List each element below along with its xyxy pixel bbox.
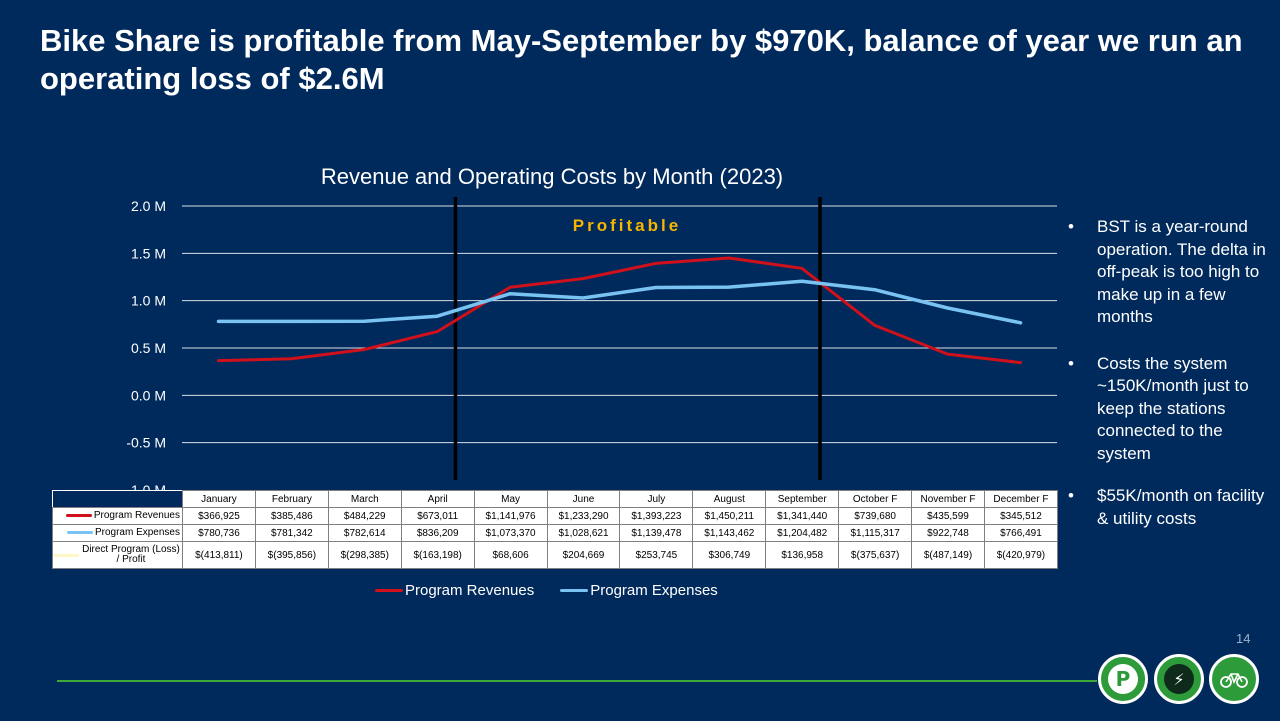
bullet-item: BST is a year-round operation. The delta… — [1068, 216, 1273, 329]
row-key — [53, 553, 79, 557]
table-cell: $1,204,482 — [765, 524, 840, 542]
row-key — [65, 513, 92, 517]
category-header: April — [400, 490, 475, 508]
legend-item-expenses: Program Expenses — [560, 582, 718, 599]
table-corner — [52, 490, 183, 508]
legend-key-revenues — [375, 588, 403, 592]
table-cell: $253,745 — [619, 541, 694, 569]
legend-key-expenses — [560, 588, 589, 592]
table-cell: $1,450,211 — [692, 507, 767, 525]
table-cell: $(298,385) — [327, 541, 402, 569]
table-cell: $385,486 — [254, 507, 329, 525]
category-header: October F — [838, 490, 913, 508]
bicycle-glyph — [1220, 673, 1248, 688]
legend-label: Program Expenses — [590, 581, 718, 599]
slide-title: Bike Share is profitable from May-Septem… — [40, 23, 1243, 96]
table-cell: $306,749 — [692, 541, 767, 569]
table-cell: $(395,856) — [254, 541, 329, 569]
table-cell: $(163,198) — [400, 541, 475, 569]
category-header: February — [254, 490, 329, 508]
table-cell: $345,512 — [983, 507, 1058, 525]
table-cell: $68,606 — [473, 541, 548, 569]
table-cell: $739,680 — [838, 507, 913, 525]
table-cell: $484,229 — [327, 507, 402, 525]
chart-legend: Program Revenues Program Expenses — [375, 580, 744, 600]
table-cell: $1,143,462 — [692, 524, 767, 542]
table-cell: $435,599 — [911, 507, 985, 525]
series-line-expenses — [216, 279, 1023, 325]
row-label: Program Revenues — [52, 507, 183, 525]
bullet-item: Costs the system ~150K/month just to kee… — [1068, 353, 1273, 466]
row-key — [66, 530, 93, 534]
y-tick-label: 1.5 M — [131, 245, 166, 261]
table-row: Direct Program (Loss) / Profit $(413,811)… — [52, 541, 1058, 569]
table-cell: $136,958 — [765, 541, 840, 569]
category-header: May — [473, 490, 548, 508]
y-tick-label: 0.5 M — [131, 340, 166, 356]
data-table: January February March April May June July Augu… — [52, 490, 1058, 569]
table-cell: $1,393,223 — [619, 507, 694, 525]
table-cell: $782,614 — [327, 524, 402, 542]
y-tick-label: -0.5 M — [126, 435, 166, 451]
bullet-item: $55K/month on facility & utility costs — [1068, 485, 1273, 530]
y-tick-label: 0.0 M — [131, 387, 166, 403]
table-cell: $1,341,440 — [765, 507, 840, 525]
category-header: December F — [983, 490, 1058, 508]
table-cell: $1,233,290 — [546, 507, 621, 525]
y-axis-tick-labels: 2.0 M1.5 M1.0 M0.5 M0.0 M-0.5 M-1.0 M — [126, 198, 166, 498]
parking-p-glyph: P — [1108, 664, 1138, 694]
category-header: March — [327, 490, 402, 508]
y-tick-label: 1.0 M — [131, 293, 166, 309]
table-cell: $1,141,976 — [473, 507, 548, 525]
y-tick-label: 2.0 M — [131, 198, 166, 214]
profitable-annotation: Profitable — [573, 216, 681, 235]
category-header: June — [546, 490, 621, 508]
row-label-text: Program Expenses — [94, 527, 180, 538]
table-cell: $780,736 — [182, 524, 256, 542]
table-row: Program Expenses $780,736 $781,342 $782,614… — [52, 524, 1058, 542]
table-cell: $1,139,478 — [619, 524, 694, 542]
insight-bullets: BST is a year-round operation. The delta… — [1068, 216, 1273, 530]
table-cell: $922,748 — [911, 524, 985, 542]
category-header: September — [765, 490, 840, 508]
table-cell: $(413,811) — [182, 541, 256, 569]
table-cell: $836,209 — [400, 524, 475, 542]
table-cell: $673,011 — [400, 507, 475, 525]
row-label-text: Direct Program (Loss) / Profit — [82, 544, 180, 565]
table-cell: $781,342 — [254, 524, 329, 542]
chart-title: Revenue and Operating Costs by Month (20… — [321, 164, 783, 189]
category-header: November F — [911, 490, 985, 508]
charging-station-icon: ⚡ — [1154, 654, 1204, 704]
series-line-revenues — [217, 256, 1022, 365]
legend-label: Program Revenues — [405, 581, 535, 599]
category-header: August — [692, 490, 767, 508]
legend-item-revenues: Program Revenues — [375, 582, 534, 599]
municipal-parking-icon: P — [1098, 654, 1148, 704]
table-row: Program Revenues $366,925 $385,486 $484,229… — [52, 507, 1058, 525]
table-cell: $1,073,370 — [473, 524, 548, 542]
page-number: 14 — [1236, 631, 1251, 646]
footer-divider — [57, 680, 1097, 682]
table-cell: $366,925 — [182, 507, 256, 525]
series-lines — [216, 256, 1023, 365]
table-cell: $1,028,621 — [546, 524, 621, 542]
category-header: July — [619, 490, 694, 508]
profitable-period-dividers — [453, 197, 822, 480]
row-label: Program Expenses — [52, 524, 183, 542]
bike-share-icon — [1209, 654, 1259, 704]
table-cell: $204,669 — [546, 541, 621, 569]
table-cell: $1,115,317 — [838, 524, 913, 542]
table-cell: $(375,637) — [838, 541, 913, 569]
row-label: Direct Program (Loss) / Profit — [52, 541, 183, 569]
gridlines — [182, 205, 1057, 444]
table-cell: $(420,979) — [983, 541, 1058, 569]
table-cell: $766,491 — [983, 524, 1058, 542]
charging-bolt-glyph: ⚡ — [1164, 664, 1194, 694]
category-header: January — [182, 490, 256, 508]
table-cell: $(487,149) — [911, 541, 985, 569]
row-label-text: Program Revenues — [93, 510, 180, 521]
